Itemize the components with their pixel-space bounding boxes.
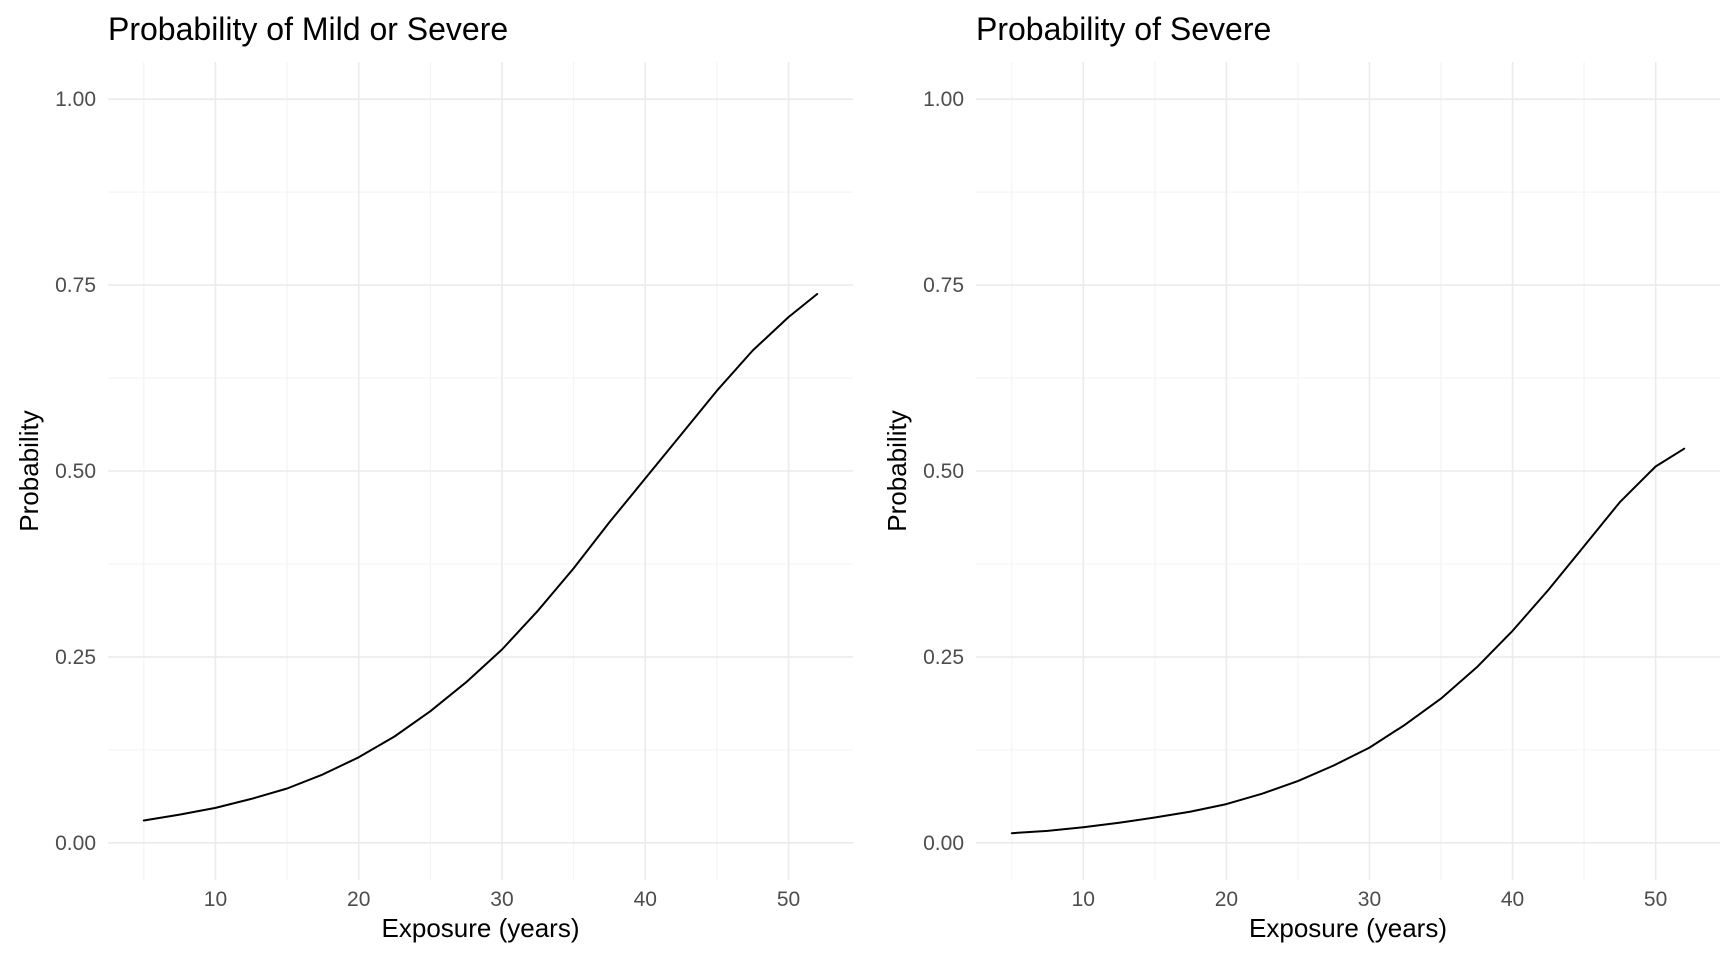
y-tick-label: 1.00 xyxy=(55,88,96,111)
x-tick-label: 30 xyxy=(1358,888,1381,911)
y-tick-label: 0.25 xyxy=(55,646,96,669)
x-tick-label: 50 xyxy=(777,888,800,911)
y-axis-title: Probability xyxy=(882,410,912,531)
x-axis-title: Exposure (years) xyxy=(382,913,580,943)
y-tick-label: 0.50 xyxy=(923,460,964,483)
y-tick-label: 0.25 xyxy=(923,646,964,669)
chart-panel-severe: 10 20 30 40 50 0.00 0.25 0.50 0.75 1.00 Probabilit… xyxy=(882,11,1720,943)
gridlines xyxy=(108,62,853,880)
y-tick-label: 0.75 xyxy=(55,274,96,297)
chart-panel-mild-or-severe: 10 20 30 40 50 0.00 0.25 0.50 0.75 1.00 Probabilit… xyxy=(14,11,853,943)
x-tick-label: 20 xyxy=(1215,888,1238,911)
x-tick-label: 20 xyxy=(347,888,370,911)
x-tick-label: 30 xyxy=(490,888,513,911)
chart-title: Probability of Mild or Severe xyxy=(108,11,508,47)
chart-title: Probability of Severe xyxy=(976,11,1271,47)
series-line xyxy=(1010,447,1686,835)
y-axis-title: Probability xyxy=(14,410,44,531)
x-tick-label: 40 xyxy=(634,888,657,911)
x-tick-label: 40 xyxy=(1501,888,1524,911)
x-tick-label: 10 xyxy=(1072,888,1095,911)
x-tick-label: 50 xyxy=(1644,888,1667,911)
y-tick-label: 0.75 xyxy=(923,274,964,297)
y-tick-label: 0.00 xyxy=(55,832,96,855)
x-tick-label: 10 xyxy=(204,888,227,911)
y-tick-label: 0.50 xyxy=(55,460,96,483)
gridlines xyxy=(976,62,1720,880)
y-tick-label: 1.00 xyxy=(923,88,964,111)
series-line xyxy=(142,293,819,822)
y-tick-label: 0.00 xyxy=(923,832,964,855)
x-axis-title: Exposure (years) xyxy=(1249,913,1447,943)
